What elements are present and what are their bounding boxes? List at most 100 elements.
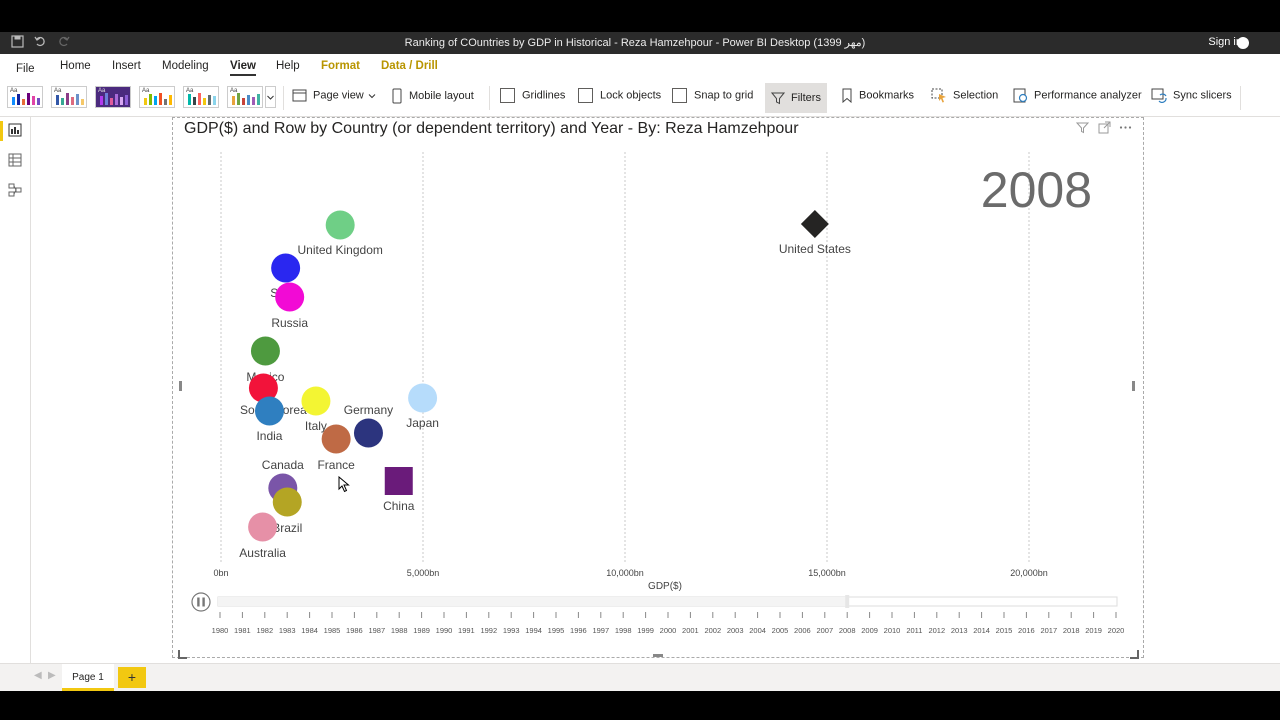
year-label[interactable]: 1982 bbox=[256, 626, 273, 635]
resize-handle[interactable] bbox=[1132, 381, 1135, 391]
menu-view[interactable]: View bbox=[230, 60, 256, 76]
theme-swatch-4[interactable]: Aa bbox=[139, 86, 175, 108]
menu-home[interactable]: Home bbox=[60, 60, 91, 72]
bookmarks-button[interactable]: Bookmarks bbox=[841, 88, 914, 108]
year-label[interactable]: 2018 bbox=[1063, 626, 1080, 635]
theme-swatch-1[interactable]: Aa bbox=[7, 86, 43, 108]
year-label[interactable]: 2003 bbox=[727, 626, 744, 635]
prev-page-icon[interactable]: ◀ bbox=[34, 670, 42, 681]
play-button[interactable] bbox=[191, 592, 211, 612]
year-label[interactable]: 1985 bbox=[324, 626, 341, 635]
data-point[interactable]: Italy bbox=[301, 386, 331, 434]
point-marker[interactable] bbox=[321, 424, 351, 454]
point-marker[interactable] bbox=[800, 210, 829, 238]
sync-slicers-button[interactable]: Sync slicers bbox=[1151, 88, 1232, 108]
year-label[interactable]: 2015 bbox=[996, 626, 1013, 635]
data-point[interactable]: China bbox=[383, 467, 415, 513]
year-label[interactable]: 2014 bbox=[973, 626, 990, 635]
data-point[interactable]: United States bbox=[779, 210, 851, 256]
menu-modeling[interactable]: Modeling bbox=[162, 60, 209, 72]
year-label[interactable]: 2004 bbox=[749, 626, 766, 635]
year-label[interactable]: 1980 bbox=[212, 626, 229, 635]
point-marker[interactable] bbox=[250, 336, 280, 366]
point-marker[interactable] bbox=[301, 386, 331, 416]
theme-swatch-3[interactable]: Aa bbox=[95, 86, 131, 108]
data-point[interactable]: Australia bbox=[239, 512, 286, 561]
year-label[interactable]: 1989 bbox=[413, 626, 430, 635]
save-icon[interactable] bbox=[11, 35, 24, 51]
focus-mode-icon[interactable] bbox=[1098, 121, 1111, 134]
snap-to-grid-checkbox[interactable]: Snap to grid bbox=[672, 88, 753, 108]
gridlines-checkbox[interactable]: Gridlines bbox=[500, 88, 565, 108]
data-view-icon[interactable] bbox=[8, 153, 22, 167]
year-label[interactable]: 2016 bbox=[1018, 626, 1035, 635]
more-options-icon[interactable] bbox=[1119, 125, 1132, 130]
year-label[interactable]: 1995 bbox=[548, 626, 565, 635]
point-marker[interactable] bbox=[325, 210, 355, 240]
point-marker[interactable] bbox=[271, 253, 301, 283]
menu-format[interactable]: Format bbox=[321, 60, 360, 72]
year-label[interactable]: 1994 bbox=[525, 626, 542, 635]
menu-file[interactable]: File bbox=[16, 63, 35, 75]
year-label[interactable]: 1997 bbox=[592, 626, 609, 635]
report-view-icon[interactable] bbox=[8, 123, 22, 137]
undo-icon[interactable] bbox=[34, 35, 47, 51]
point-marker[interactable] bbox=[384, 467, 413, 495]
year-label[interactable]: 1992 bbox=[480, 626, 497, 635]
theme-gallery-expand[interactable] bbox=[265, 86, 276, 108]
year-label[interactable]: 2000 bbox=[660, 626, 677, 635]
point-marker[interactable] bbox=[248, 512, 278, 542]
lock-objects-check[interactable] bbox=[578, 88, 593, 103]
menu-help[interactable]: Help bbox=[276, 60, 300, 72]
year-label[interactable]: 2020 bbox=[1108, 626, 1125, 635]
year-label[interactable]: 2011 bbox=[906, 626, 922, 635]
page-view-button[interactable]: Page view bbox=[292, 88, 377, 108]
year-label[interactable]: 1999 bbox=[637, 626, 654, 635]
year-label[interactable]: 1991 bbox=[458, 626, 475, 635]
mobile-layout-button[interactable]: Mobile layout bbox=[391, 88, 474, 108]
add-page-button[interactable]: + bbox=[118, 667, 146, 688]
year-label[interactable]: 2019 bbox=[1085, 626, 1102, 635]
year-label[interactable]: 1988 bbox=[391, 626, 408, 635]
year-label[interactable]: 2007 bbox=[816, 626, 833, 635]
year-label[interactable]: 2010 bbox=[884, 626, 901, 635]
year-label[interactable]: 1996 bbox=[570, 626, 587, 635]
year-label[interactable]: 1987 bbox=[368, 626, 385, 635]
data-point[interactable]: Brazil bbox=[272, 487, 302, 536]
resize-handle[interactable] bbox=[179, 381, 182, 391]
year-label[interactable]: 2012 bbox=[928, 626, 945, 635]
gridlines-check[interactable] bbox=[500, 88, 515, 103]
theme-swatch-6[interactable]: Aa bbox=[227, 86, 263, 108]
model-view-icon[interactable] bbox=[8, 183, 22, 197]
data-point[interactable]: Japan bbox=[406, 383, 439, 431]
point-marker[interactable] bbox=[272, 487, 302, 517]
visual-filter-icon[interactable] bbox=[1076, 121, 1089, 134]
year-label[interactable]: 1993 bbox=[503, 626, 520, 635]
lock-objects-checkbox[interactable]: Lock objects bbox=[578, 88, 661, 108]
performance-analyzer-button[interactable]: Performance analyzer bbox=[1013, 88, 1142, 108]
year-label[interactable]: 1983 bbox=[279, 626, 296, 635]
point-marker[interactable] bbox=[248, 373, 278, 403]
year-label[interactable]: 1984 bbox=[301, 626, 318, 635]
year-label[interactable]: 2002 bbox=[704, 626, 721, 635]
point-marker[interactable] bbox=[408, 383, 438, 413]
year-label[interactable]: 2005 bbox=[772, 626, 789, 635]
year-label[interactable]: 2006 bbox=[794, 626, 811, 635]
next-page-icon[interactable]: ▶ bbox=[48, 670, 56, 681]
theme-swatch-5[interactable]: Aa bbox=[183, 86, 219, 108]
avatar[interactable] bbox=[1237, 37, 1249, 49]
year-label[interactable]: 1981 bbox=[234, 626, 251, 635]
data-point[interactable]: India bbox=[254, 396, 284, 444]
point-marker[interactable] bbox=[275, 282, 305, 312]
selection-button[interactable]: Selection bbox=[931, 88, 998, 108]
data-point[interactable]: Russia bbox=[271, 282, 308, 331]
point-marker[interactable] bbox=[254, 396, 284, 426]
year-label[interactable]: 1998 bbox=[615, 626, 632, 635]
redo-icon[interactable] bbox=[57, 35, 70, 51]
snap-to-grid-check[interactable] bbox=[672, 88, 687, 103]
year-label[interactable]: 2001 bbox=[682, 626, 699, 635]
data-point[interactable]: Germany bbox=[344, 403, 393, 448]
theme-swatch-2[interactable]: Aa bbox=[51, 86, 87, 108]
menu-data-drill[interactable]: Data / Drill bbox=[381, 60, 438, 72]
